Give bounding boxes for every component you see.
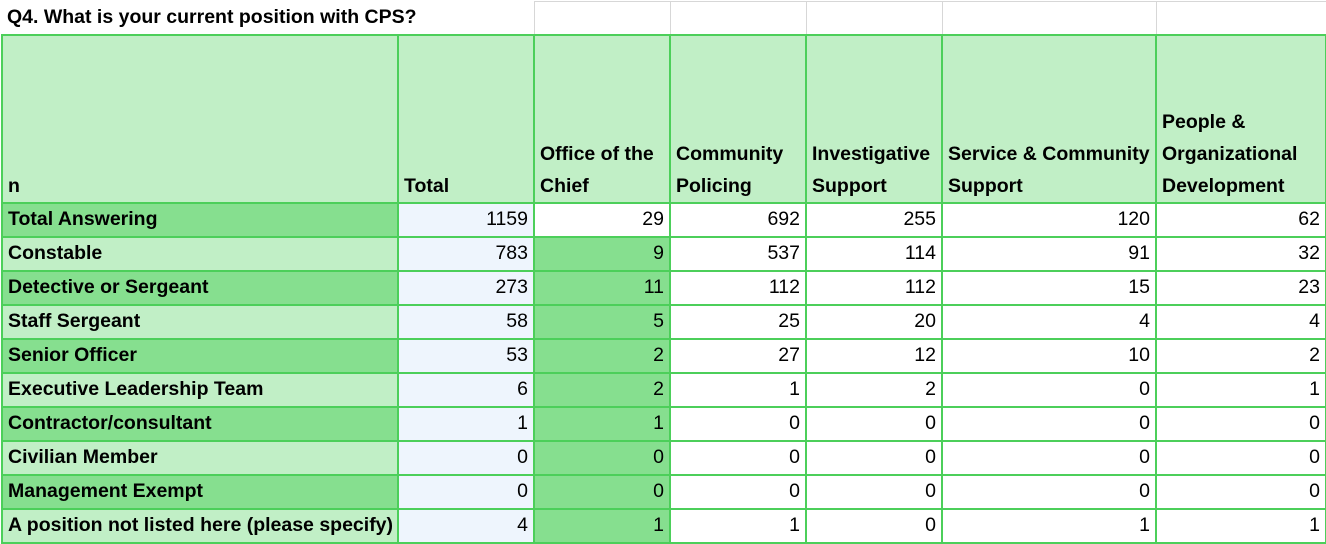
table-cell[interactable]: 9: [533, 235, 671, 272]
table-cell[interactable]: 1: [1155, 371, 1326, 408]
table-cell[interactable]: 0: [669, 439, 807, 476]
table-cell[interactable]: 692: [669, 201, 807, 238]
table-row: Detective or Sergeant 273 11 112 112 15 23: [1, 269, 1326, 306]
table-cell[interactable]: 0: [941, 473, 1157, 510]
table-cell[interactable]: 0: [397, 439, 535, 476]
table-row: Senior Officer 53 2 27 12 10 2: [1, 337, 1326, 374]
column-header-people-organizational-development[interactable]: People & Organizational Development: [1155, 33, 1326, 204]
row-label[interactable]: A position not listed here (please speci…: [1, 507, 399, 544]
header-row: n Total Office of the Chief Community Po…: [1, 33, 1326, 204]
row-label[interactable]: Staff Sergeant: [1, 303, 399, 340]
table-row: A position not listed here (please speci…: [1, 507, 1326, 544]
table-cell[interactable]: 6: [397, 371, 535, 408]
table-cell[interactable]: 91: [941, 235, 1157, 272]
table-cell[interactable]: 255: [805, 201, 943, 238]
table-cell[interactable]: 15: [941, 269, 1157, 306]
row-label[interactable]: Total Answering: [1, 201, 399, 238]
table-cell[interactable]: 0: [805, 473, 943, 510]
table-cell[interactable]: 1159: [397, 201, 535, 238]
empty-cell[interactable]: [1155, 1, 1326, 35]
row-label[interactable]: Contractor/consultant: [1, 405, 399, 442]
table-cell[interactable]: 0: [1155, 473, 1326, 510]
table-cell[interactable]: 1: [941, 507, 1157, 544]
table-cell[interactable]: 537: [669, 235, 807, 272]
table-cell[interactable]: 2: [1155, 337, 1326, 374]
table-cell[interactable]: 10: [941, 337, 1157, 374]
title-row: Q4. What is your current position with C…: [2, 1, 1326, 35]
table-cell[interactable]: 1: [397, 405, 535, 442]
corner-label[interactable]: n: [1, 33, 399, 204]
table-cell[interactable]: 0: [805, 405, 943, 442]
table-cell[interactable]: 1: [533, 405, 671, 442]
question-title[interactable]: Q4. What is your current position with C…: [2, 1, 535, 35]
table-cell[interactable]: 53: [397, 337, 535, 374]
table-cell[interactable]: 1: [533, 507, 671, 544]
table-cell[interactable]: 32: [1155, 235, 1326, 272]
table-cell[interactable]: 1: [669, 507, 807, 544]
table-cell[interactable]: 2: [533, 371, 671, 408]
table-cell[interactable]: 112: [669, 269, 807, 306]
table-cell[interactable]: 0: [941, 439, 1157, 476]
empty-cell[interactable]: [669, 1, 807, 35]
table-cell[interactable]: 0: [941, 405, 1157, 442]
table-cell[interactable]: 0: [1155, 439, 1326, 476]
table-cell[interactable]: 0: [533, 473, 671, 510]
table-row: Contractor/consultant 1 1 0 0 0 0: [1, 405, 1326, 442]
table-cell[interactable]: 4: [397, 507, 535, 544]
table-cell[interactable]: 62: [1155, 201, 1326, 238]
column-header-total[interactable]: Total: [397, 33, 535, 204]
row-label[interactable]: Civilian Member: [1, 439, 399, 476]
row-label[interactable]: Executive Leadership Team: [1, 371, 399, 408]
table-cell[interactable]: 5: [533, 303, 671, 340]
table-row: Staff Sergeant 58 5 25 20 4 4: [1, 303, 1326, 340]
table-cell[interactable]: 783: [397, 235, 535, 272]
table-cell[interactable]: 4: [1155, 303, 1326, 340]
table-row: Total Answering 1159 29 692 255 120 62: [1, 201, 1326, 238]
table-cell[interactable]: 273: [397, 269, 535, 306]
table-cell[interactable]: 114: [805, 235, 943, 272]
table-cell[interactable]: 0: [941, 371, 1157, 408]
table-row: Civilian Member 0 0 0 0 0 0: [1, 439, 1326, 476]
table-cell[interactable]: 20: [805, 303, 943, 340]
table-cell[interactable]: 27: [669, 337, 807, 374]
table-cell[interactable]: 0: [805, 439, 943, 476]
table-cell[interactable]: 23: [1155, 269, 1326, 306]
empty-cell[interactable]: [941, 1, 1157, 35]
table-row: Management Exempt 0 0 0 0 0 0: [1, 473, 1326, 510]
table-row: Executive Leadership Team 6 2 1 2 0 1: [1, 371, 1326, 408]
table-cell[interactable]: 29: [533, 201, 671, 238]
table-cell[interactable]: 58: [397, 303, 535, 340]
table-cell[interactable]: 120: [941, 201, 1157, 238]
column-header-community-policing[interactable]: Community Policing: [669, 33, 807, 204]
table-cell[interactable]: 12: [805, 337, 943, 374]
table-cell[interactable]: 2: [533, 337, 671, 374]
row-label[interactable]: Management Exempt: [1, 473, 399, 510]
table-cell[interactable]: 0: [805, 507, 943, 544]
table-cell[interactable]: 0: [397, 473, 535, 510]
column-header-office-of-the-chief[interactable]: Office of the Chief: [533, 33, 671, 204]
row-label[interactable]: Constable: [1, 235, 399, 272]
empty-cell[interactable]: [805, 1, 943, 35]
table-cell[interactable]: 25: [669, 303, 807, 340]
table-cell[interactable]: 0: [669, 405, 807, 442]
table-cell[interactable]: 1: [669, 371, 807, 408]
row-label[interactable]: Detective or Sergeant: [1, 269, 399, 306]
table-cell[interactable]: 1: [1155, 507, 1326, 544]
column-header-service-community-support[interactable]: Service & Community Support: [941, 33, 1157, 204]
table-cell[interactable]: 112: [805, 269, 943, 306]
table-cell[interactable]: 0: [669, 473, 807, 510]
table-cell[interactable]: 4: [941, 303, 1157, 340]
table-cell[interactable]: 2: [805, 371, 943, 408]
empty-cell[interactable]: [533, 1, 671, 35]
column-header-investigative-support[interactable]: Investigative Support: [805, 33, 943, 204]
row-label[interactable]: Senior Officer: [1, 337, 399, 374]
table-cell[interactable]: 0: [1155, 405, 1326, 442]
table-row: Constable 783 9 537 114 91 32: [1, 235, 1326, 272]
table-cell[interactable]: 11: [533, 269, 671, 306]
table-cell[interactable]: 0: [533, 439, 671, 476]
